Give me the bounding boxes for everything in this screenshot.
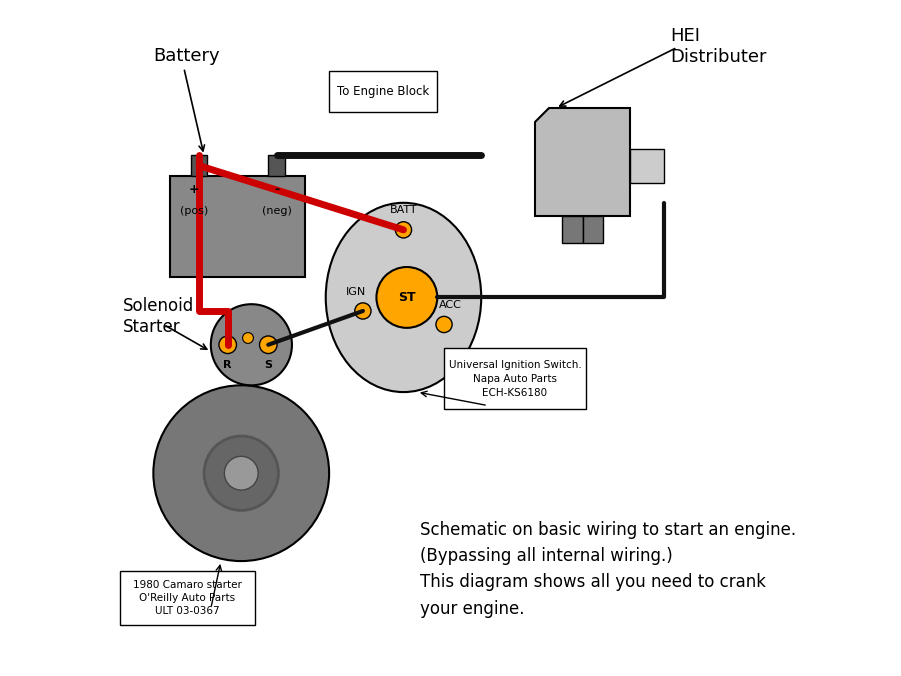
Text: IGN: IGN (346, 287, 367, 297)
Text: -: - (275, 183, 279, 195)
Circle shape (242, 333, 253, 343)
Text: Schematic on basic wiring to start an engine.
(Bypassing all internal wiring.)
T: Schematic on basic wiring to start an en… (421, 521, 796, 618)
FancyBboxPatch shape (170, 176, 305, 277)
Text: ACC: ACC (440, 299, 462, 310)
FancyBboxPatch shape (120, 571, 255, 625)
Text: HEI
Distributer: HEI Distributer (670, 27, 767, 66)
Bar (630, 149, 664, 183)
Text: +: + (188, 183, 199, 195)
Text: R: R (223, 360, 232, 370)
Text: (neg): (neg) (262, 206, 292, 216)
FancyBboxPatch shape (444, 348, 586, 409)
FancyBboxPatch shape (329, 71, 437, 112)
Bar (583, 216, 603, 243)
Circle shape (436, 316, 452, 333)
Polygon shape (535, 108, 630, 216)
Text: ST: ST (398, 291, 415, 304)
Bar (190, 155, 207, 176)
Text: S: S (264, 360, 272, 370)
Circle shape (377, 267, 437, 328)
Bar (268, 155, 286, 176)
Text: 1980 Camaro starter
O'Reilly Auto Parts
ULT 03-0367: 1980 Camaro starter O'Reilly Auto Parts … (132, 580, 241, 617)
Circle shape (396, 222, 412, 238)
Text: Universal Ignition Switch.
Napa Auto Parts
ECH-KS6180: Universal Ignition Switch. Napa Auto Par… (449, 360, 581, 397)
Text: (pos): (pos) (180, 206, 208, 216)
Bar (562, 216, 583, 243)
Circle shape (355, 303, 371, 319)
Text: To Engine Block: To Engine Block (337, 84, 429, 98)
Circle shape (259, 336, 278, 354)
Circle shape (153, 385, 329, 561)
Circle shape (211, 304, 292, 385)
Circle shape (224, 456, 259, 490)
Circle shape (204, 436, 278, 510)
Circle shape (219, 336, 236, 354)
Ellipse shape (326, 203, 481, 392)
Text: BATT: BATT (389, 205, 417, 215)
Text: Solenoid
Starter: Solenoid Starter (123, 297, 195, 336)
Text: Battery: Battery (153, 47, 220, 66)
